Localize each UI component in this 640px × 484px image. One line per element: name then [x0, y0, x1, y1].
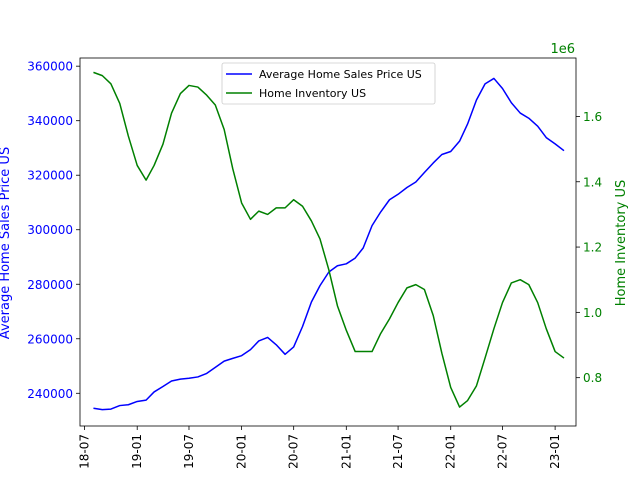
- left-axis: 240000 260000 280000 300000 320000 340000 3600…: [27, 60, 80, 401]
- left-tick-label: 320000: [27, 169, 73, 183]
- x-tick-label: 21-01: [339, 434, 353, 469]
- series-line-price: [93, 77, 565, 411]
- series-line-inventory: [93, 71, 565, 408]
- right-tick-label: 1.0: [583, 306, 602, 320]
- plot-frame: [79, 57, 577, 427]
- legend: Average Home Sales Price US Home Invento…: [221, 62, 436, 105]
- left-tick-label: 260000: [27, 332, 73, 346]
- x-tick-label: 22-07: [495, 434, 509, 469]
- legend-label-price: Average Home Sales Price US: [259, 68, 422, 81]
- x-tick-label: 19-01: [130, 434, 144, 469]
- x-tick-label: 21-07: [391, 434, 405, 469]
- left-tick-label: 340000: [27, 114, 73, 128]
- x-tick-label: 23-01: [548, 434, 562, 469]
- x-tick-label: 19-07: [182, 434, 196, 469]
- right-tick-label: 1.2: [583, 241, 602, 255]
- right-tick-label: 1.6: [583, 110, 602, 124]
- right-axis-offset-label: 1e6: [550, 42, 575, 57]
- x-tick-label: 22-01: [444, 434, 458, 469]
- right-axis: 0.8 1.0 1.2 1.4 1.6: [576, 110, 602, 385]
- x-tick-label: 20-07: [287, 434, 301, 469]
- left-axis-label: Average Home Sales Price US: [0, 147, 13, 339]
- x-axis: 18-07 19-01 19-07 20-01 20-07 21-01 21-07 22-01…: [78, 426, 562, 469]
- left-tick-label: 280000: [27, 278, 73, 292]
- left-tick-label: 360000: [27, 60, 73, 74]
- legend-label-inventory: Home Inventory US: [259, 87, 366, 100]
- plot-area: [79, 57, 577, 427]
- x-tick-label: 18-07: [78, 434, 92, 469]
- left-tick-label: 300000: [27, 223, 73, 237]
- legend-box: [221, 62, 436, 105]
- x-tick-label: 20-01: [235, 434, 249, 469]
- left-tick-label: 240000: [27, 387, 73, 401]
- right-tick-label: 0.8: [583, 371, 602, 385]
- right-axis-label: Home Inventory US: [614, 180, 629, 307]
- right-tick-label: 1.4: [583, 175, 602, 189]
